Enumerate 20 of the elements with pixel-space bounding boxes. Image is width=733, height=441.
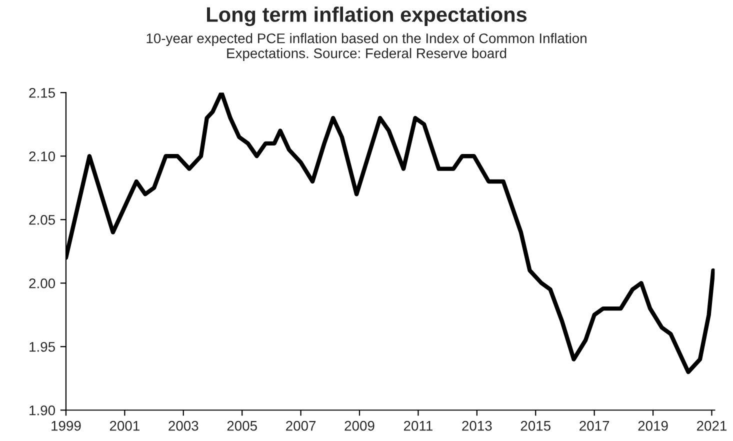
x-tick-label: 2021 <box>696 420 727 431</box>
x-tick-label: 2013 <box>462 420 492 431</box>
chart-subtitle: 10-year expected PCE inflation based on the Index of Common Inflation Expectations. Source: Federal Reserve board <box>146 33 586 61</box>
y-tick-label: 2.10 <box>29 151 56 162</box>
x-tick-label: 2009 <box>344 420 374 431</box>
chart-title: Long term inflation expectations <box>207 6 527 26</box>
x-tick-label: 2003 <box>168 420 198 431</box>
x-tick-label: 2001 <box>110 420 140 431</box>
y-tick-label: 2.15 <box>29 88 55 98</box>
x-tick-label: 2019 <box>638 420 668 431</box>
x-tick-label: 1999 <box>52 420 81 431</box>
y-tick-label: 2.05 <box>29 214 55 225</box>
x-tick-label: 2011 <box>404 420 432 431</box>
x-tick-label: 2015 <box>520 420 550 431</box>
y-tick-label: 2.00 <box>29 278 56 288</box>
x-tick-label: 2017 <box>580 420 610 431</box>
y-tick-label: 1.90 <box>30 405 56 416</box>
x-tick-label: 2007 <box>286 420 316 431</box>
y-tick-label: 1.95 <box>30 342 55 352</box>
x-tick-label: 2005 <box>227 420 257 431</box>
